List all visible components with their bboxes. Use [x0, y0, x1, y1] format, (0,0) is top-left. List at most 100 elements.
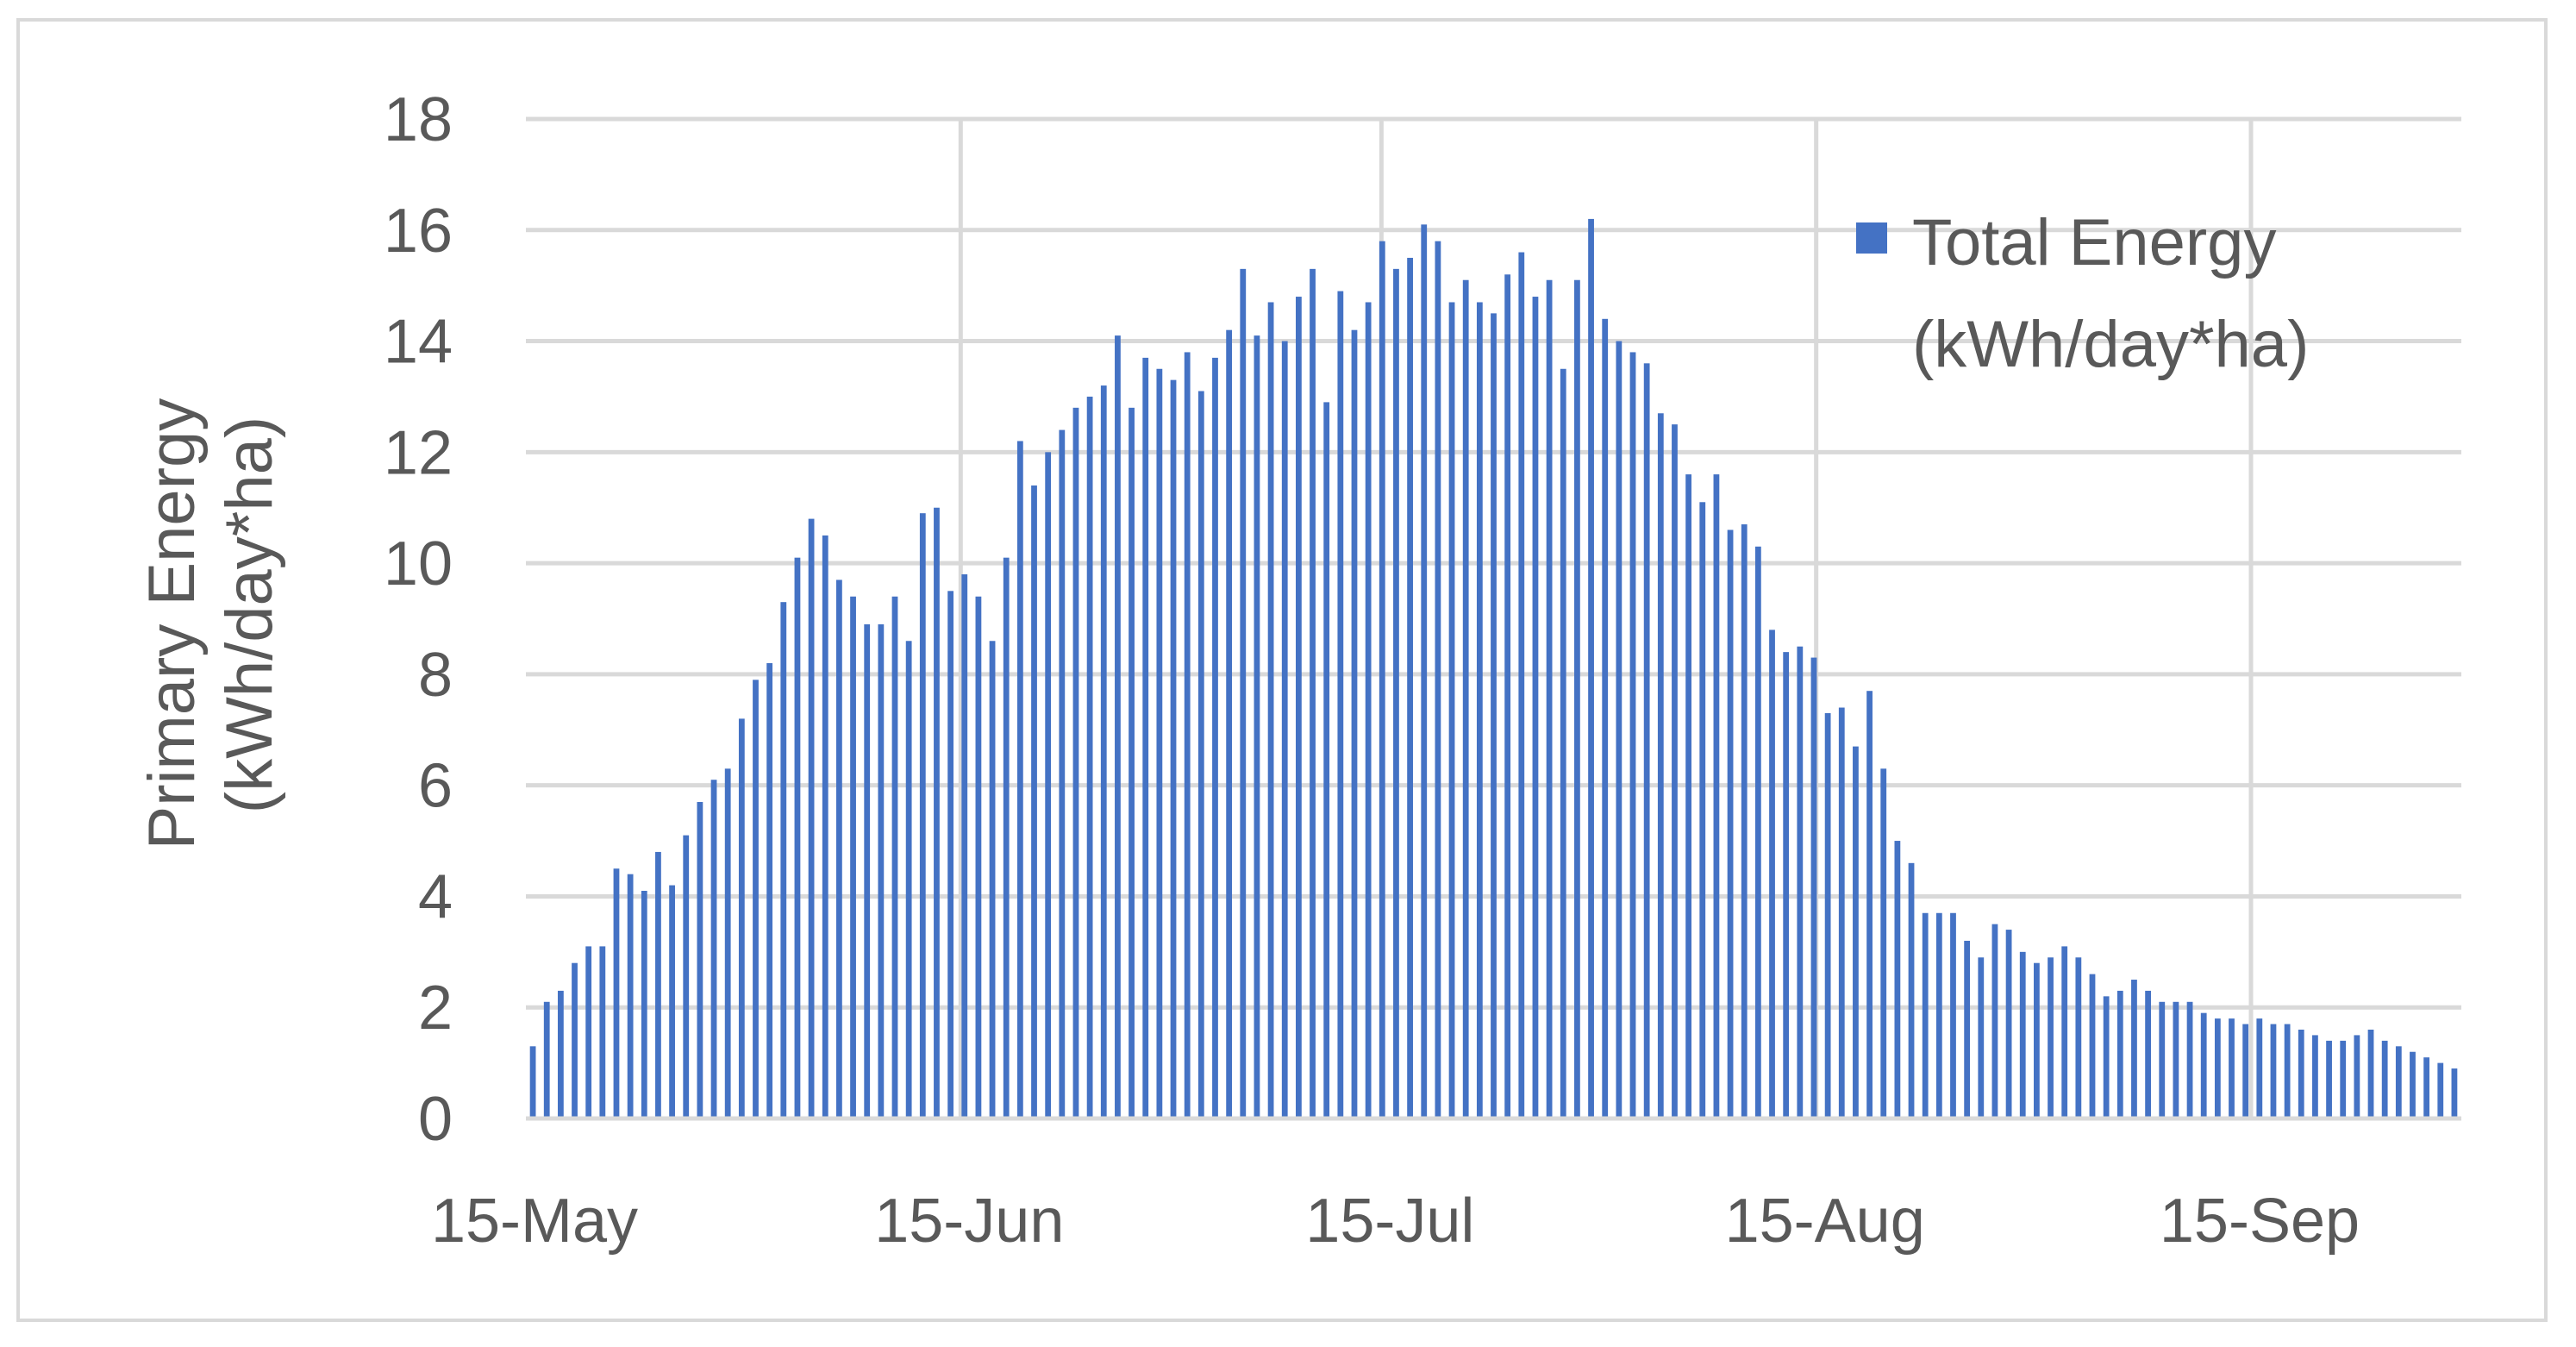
bar: [2214, 1018, 2221, 1118]
bar: [989, 641, 996, 1118]
bar: [2173, 1001, 2179, 1118]
y-tick-label: 8: [418, 641, 453, 710]
bar: [697, 801, 703, 1118]
bar: [2145, 990, 2151, 1118]
bar: [1908, 862, 1915, 1118]
bar: [1713, 474, 1720, 1118]
bar: [1797, 646, 1804, 1118]
bar: [961, 573, 968, 1118]
bar: [1838, 707, 1845, 1118]
bar: [2005, 930, 2012, 1118]
bar: [585, 946, 592, 1118]
bar: [1824, 712, 1831, 1118]
bar: [1351, 329, 1358, 1119]
y-tick-label: 18: [384, 85, 453, 154]
bar-series: [529, 218, 2458, 1119]
bar: [1560, 368, 1566, 1118]
bar: [1491, 313, 1497, 1119]
bar: [947, 591, 953, 1118]
bar: [1142, 357, 1149, 1119]
bar: [2354, 1035, 2360, 1118]
y-tick-labels: 0 2 4 6 8 10 12 14 16 18: [384, 85, 453, 1154]
bar: [1853, 746, 1859, 1118]
bar: [1462, 279, 1469, 1118]
y-axis-title-line-2: (kWh/day*ha): [213, 417, 286, 813]
bar: [864, 623, 871, 1118]
bar: [1435, 241, 1441, 1119]
bar: [1727, 529, 1734, 1118]
x-tick-labels: 15-May 15-Jun 15-Jul 15-Aug 15-Sep: [431, 1187, 2360, 1256]
bar: [753, 680, 759, 1118]
bar: [2034, 962, 2040, 1118]
bar: [2381, 1040, 2388, 1118]
bar: [1115, 335, 1121, 1118]
bar: [1685, 474, 1692, 1118]
bar: [1935, 912, 1942, 1118]
bar: [2242, 1024, 2249, 1118]
y-tick-label: 0: [418, 1085, 453, 1154]
bar: [613, 868, 620, 1118]
bar: [2061, 946, 2068, 1118]
bar: [2131, 980, 2137, 1118]
bar: [2256, 1018, 2263, 1118]
bar: [1894, 841, 1901, 1118]
bar: [2298, 1029, 2304, 1118]
bar: [2284, 1024, 2291, 1118]
x-tick-label: 15-Aug: [1725, 1187, 1925, 1256]
bar: [2437, 1062, 2444, 1118]
bar: [1699, 502, 1706, 1118]
bar: [557, 990, 564, 1118]
bar: [1337, 291, 1344, 1118]
bar: [2103, 996, 2110, 1118]
legend-swatch: [1856, 222, 1887, 254]
bar: [543, 1001, 550, 1118]
bar: [2395, 1046, 2402, 1118]
bar: [1379, 241, 1385, 1119]
bar: [1880, 768, 1887, 1118]
bar: [2451, 1068, 2458, 1118]
bar: [1866, 691, 1873, 1118]
bar: [655, 851, 661, 1118]
bar: [794, 557, 801, 1118]
y-tick-label: 10: [384, 529, 453, 598]
bar: [2423, 1057, 2430, 1118]
bar: [669, 885, 675, 1118]
bar: [641, 891, 647, 1118]
bar: [2159, 1001, 2166, 1118]
bar: [1016, 441, 1023, 1118]
bar: [1156, 368, 1163, 1118]
bar: [1657, 413, 1664, 1118]
bar: [975, 596, 982, 1118]
bar: [1170, 379, 1177, 1118]
bar: [1226, 329, 1233, 1119]
bar: [1991, 924, 1998, 1118]
bar: [836, 580, 842, 1118]
bar: [1504, 274, 1511, 1118]
bar: [1769, 630, 1775, 1118]
legend-label-line-1: Total Energy: [1912, 206, 2276, 279]
y-axis-title: Primary Energy (kWh/day*ha): [135, 380, 286, 850]
bar: [1602, 318, 1609, 1118]
bar: [1810, 657, 1817, 1118]
y-tick-label: 12: [384, 418, 453, 487]
y-tick-label: 16: [384, 197, 453, 266]
y-axis-title-line-1: Primary Energy: [135, 398, 209, 850]
bar: [1267, 302, 1274, 1118]
bar: [1574, 279, 1580, 1118]
bar: [683, 835, 690, 1118]
bar: [2116, 990, 2123, 1118]
bar: [1365, 302, 1372, 1118]
bar: [710, 780, 717, 1118]
bar: [780, 602, 787, 1118]
bar: [1045, 452, 1052, 1118]
bar: [1588, 218, 1594, 1118]
bar: [1323, 402, 1330, 1119]
y-tick-label: 4: [418, 862, 453, 931]
bar: [1532, 297, 1539, 1118]
bar: [766, 663, 773, 1118]
bar: [905, 641, 912, 1118]
bar: [1448, 302, 1455, 1118]
bar: [1197, 391, 1204, 1118]
bar: [1546, 279, 1553, 1118]
